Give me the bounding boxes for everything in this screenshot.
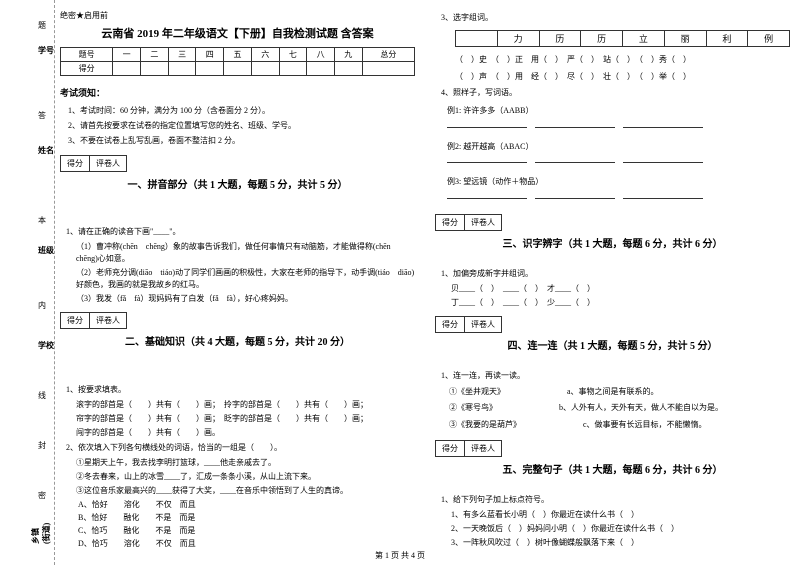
section-title-2: 二、基础知识（共 4 大题，每题 5 分，共计 20 分） (60, 333, 415, 382)
binding-label: 乡镇(街道) (30, 518, 52, 544)
secret-label: 绝密★启用前 (60, 10, 415, 21)
section-header: 得分 评卷人 (60, 155, 415, 172)
option-b[interactable]: B、恰好 融化 不是 而是 (78, 512, 415, 523)
section-header: 得分 评卷人 (435, 440, 790, 457)
blank[interactable] (447, 153, 527, 163)
blank[interactable] (447, 189, 527, 199)
q5-line[interactable]: 贝____（ ） ____（ ） 才____（ ） (451, 283, 790, 295)
example-1: 例1: 许许多多（AABB） (447, 105, 790, 133)
score-table: 题号 一 二 三 四 五 六 七 八 九 总分 得分 (60, 47, 415, 76)
grader-box: 得分 评卷人 (60, 155, 127, 172)
right-column: 3、选字组词。 力 历 历 立 丽 利 例 （ ）史 （ ）正 用（ ） 严（ … (435, 10, 790, 550)
grader-box: 得分 评卷人 (435, 440, 502, 457)
vert-char: 本 (38, 215, 46, 226)
q5-stem: 1、加偏旁成新字并组词。 (441, 268, 790, 280)
blank[interactable] (623, 189, 703, 199)
q2-line: 帘字的部首是（ ）共有（ ）画； 眨字的部首是（ ）共有（ ）画； (76, 413, 415, 425)
notice-item: 3、不要在试卷上乱写乱画，卷面不整洁扣 2 分。 (68, 135, 415, 146)
q1-stem: 1、请在正确的读音下画"____"。 (66, 226, 415, 238)
section-title-4: 四、连一连（共 1 大题，每题 5 分，共计 5 分） (435, 337, 790, 368)
q1-line: （3）我发（fǎ fà）现妈妈有了白发（fǎ fà），好心疼妈妈。 (76, 293, 415, 305)
binding-label: 学号 (38, 45, 54, 56)
q7-line[interactable]: 2、一天晚饭后（ ）妈妈问小明（ ）你最近在读什么书（ ） (451, 523, 790, 535)
q5-line[interactable]: 丁____（ ） ____（ ） 少____（ ） (451, 297, 790, 309)
connect-row[interactable]: ③《我要的是葫芦》 c、做事要有长远目标，不能懒惰。 (449, 419, 790, 432)
grader-box: 得分 评卷人 (435, 316, 502, 333)
connect-row[interactable]: ②《寒号鸟》 b、人外有人，天外有天，做人不能自以为是。 (449, 402, 790, 415)
vert-char: 封 (38, 440, 46, 451)
blank[interactable] (447, 118, 527, 128)
char-row[interactable]: （ ）声 （ ）用 经（ ） 尽（ ） 壮（ ） （ ）举（ ） (455, 71, 790, 82)
example-3: 例3: 望远镜（动作＋物品） (447, 176, 790, 204)
blank[interactable] (535, 153, 615, 163)
left-column: 绝密★启用前 云南省 2019 年二年级语文【下册】自我检测试题 含答案 题号 … (60, 10, 415, 550)
section-title-5: 五、完整句子（共 1 大题，每题 6 分，共计 6 分） (435, 461, 790, 492)
connect-row[interactable]: ①《坐井观天》 a、事物之间是有联系的。 (449, 386, 790, 399)
q3-stem: 3、选字组词。 (441, 12, 790, 24)
q2-stem1: 1、按要求填表。 (66, 384, 415, 396)
blank[interactable] (623, 153, 703, 163)
page-container: 绝密★启用前 云南省 2019 年二年级语文【下册】自我检测试题 含答案 题号 … (60, 10, 790, 550)
binding-label: 班级 (38, 245, 54, 256)
q2-option: ③这位音乐家最高兴的____获得了大奖，____在音乐中领悟到了人生的真谛。 (76, 485, 415, 497)
page-footer: 第 1 页 共 4 页 (0, 550, 800, 561)
q2-line: 闯字的部首是（ ）共有（ ）画。 (76, 427, 415, 439)
binding-label: 姓名 (38, 145, 54, 156)
section-title-1: 一、拼音部分（共 1 大题，每题 5 分，共计 5 分） (60, 176, 415, 225)
section-title-3: 三、识字辨字（共 1 大题，每题 6 分，共计 6 分） (435, 235, 790, 266)
vert-char: 线 (38, 390, 46, 401)
blank[interactable] (535, 189, 615, 199)
q2-stem2: 2、依次填入下列各句横线处的词语，恰当的一组是（ ）。 (66, 442, 415, 454)
option-d[interactable]: D、恰巧 溶化 不仅 而且 (78, 538, 415, 549)
q1-line: （1）曹冲称(chēn chēng）象的故事告诉我们，做任何事情只有动脑筋，才能… (76, 241, 415, 265)
notice-title: 考试须知： (60, 86, 415, 99)
q2-option: ①星期天上午，我去找李明打篮球，____他走亲戚去了。 (76, 457, 415, 469)
binding-label: 学校 (38, 340, 54, 351)
section-header: 得分 评卷人 (435, 214, 790, 231)
blank[interactable] (535, 118, 615, 128)
q6-stem: 1、连一连，再读一读。 (441, 370, 790, 382)
table-row: 题号 一 二 三 四 五 六 七 八 九 总分 (61, 48, 415, 62)
blank[interactable] (623, 118, 703, 128)
char-row[interactable]: （ ）史 （ ）正 用（ ） 严（ ） 站（ ） （ ）秀（ ） (455, 54, 790, 65)
q1-line: （2）老师充分调(diāo tiáo)动了同学们画画的积极性，大家在老师的指导下… (76, 267, 415, 291)
q7-stem: 1、给下列句子加上标点符号。 (441, 494, 790, 506)
exam-title: 云南省 2019 年二年级语文【下册】自我检测试题 含答案 (60, 25, 415, 41)
vert-char: 答 (38, 110, 46, 121)
table-row: 得分 (61, 62, 415, 76)
q7-line[interactable]: 1、有多么蓝看长小明（ ）你最近在读什么书（ ） (451, 509, 790, 521)
q4-stem: 4、照样子，写词语。 (441, 87, 790, 99)
example-2: 例2: 越开越高（ABAC） (447, 141, 790, 169)
grader-box: 得分 评卷人 (435, 214, 502, 231)
q7-line[interactable]: 3、一阵秋风吹过（ ）树叶像蝴蝶般飘落下来（ ） (451, 537, 790, 549)
section-header: 得分 评卷人 (60, 312, 415, 329)
vert-char: 内 (38, 300, 46, 311)
char-table: 力 历 历 立 丽 利 例 (455, 30, 790, 47)
option-a[interactable]: A、恰好 溶化 不仅 而且 (78, 499, 415, 510)
binding-margin: 题 学号 答 姓名 本 班级 内 学校 线 封 密 乡镇(街道) (0, 0, 55, 565)
section-header: 得分 评卷人 (435, 316, 790, 333)
q2-option: ②冬去春来，山上的冰雪____了，汇成一条条小溪，从山上流下来。 (76, 471, 415, 483)
q2-line: 滚字的部首是（ ）共有（ ）画； 拎字的部首是（ ）共有（ ）画； (76, 399, 415, 411)
notice-item: 1、考试时间：60 分钟，满分为 100 分（含卷面分 2 分）。 (68, 105, 415, 116)
option-c[interactable]: C、恰巧 融化 不是 而是 (78, 525, 415, 536)
grader-box: 得分 评卷人 (60, 312, 127, 329)
vert-char: 密 (38, 490, 46, 501)
vert-char: 题 (38, 20, 46, 31)
notice-item: 2、请首先按要求在试卷的指定位置填写您的姓名、班级、学号。 (68, 120, 415, 131)
table-row: 力 历 历 立 丽 利 例 (456, 31, 790, 47)
